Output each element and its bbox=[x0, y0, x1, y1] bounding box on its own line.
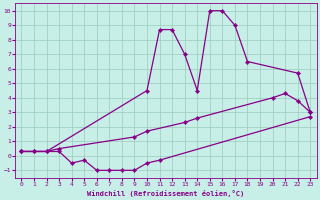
X-axis label: Windchill (Refroidissement éolien,°C): Windchill (Refroidissement éolien,°C) bbox=[87, 190, 244, 197]
